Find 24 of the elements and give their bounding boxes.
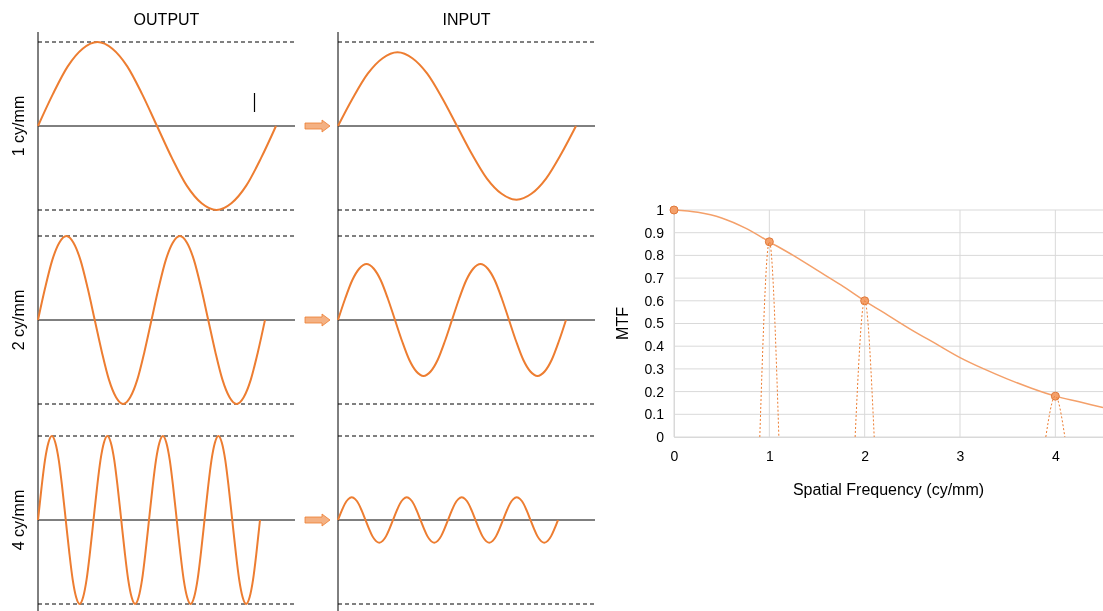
y-axis-title: 1 cy/mm <box>10 95 27 157</box>
y-tick-label: 0.6 <box>644 292 665 309</box>
y-tick-label: 0.5 <box>644 315 665 332</box>
y-axis-title: 4 cy/mm <box>10 489 27 551</box>
y-axis-title: 2 cy/mm <box>10 289 27 351</box>
x-tick-label: 0 <box>670 447 679 464</box>
y-tick-label: 0.4 <box>644 338 665 355</box>
y-tick-label: 0.8 <box>644 247 665 264</box>
chart-title: OUTPUT <box>133 11 200 28</box>
y-tick-label: 1 <box>656 201 665 218</box>
y-tick-label: 0.1 <box>644 406 665 423</box>
y-tick-label: 0.7 <box>644 270 665 287</box>
x-axis-title: Spatial Frequency (cy/mm) <box>792 481 985 498</box>
point <box>669 205 679 215</box>
x-tick-label: 1 <box>765 447 774 464</box>
x-tick-label: 3 <box>956 447 965 464</box>
chart-title: INPUT <box>442 11 491 28</box>
y-tick-label: 0.3 <box>644 360 665 377</box>
y-axis-title: MTF <box>614 306 631 340</box>
y-tick-label: 0 <box>656 428 665 445</box>
x-tick-label: 2 <box>861 447 870 464</box>
x-tick-label: 4 <box>1051 447 1060 464</box>
y-tick-label: 0.9 <box>644 224 665 241</box>
y-tick-label: 0.2 <box>644 383 665 400</box>
